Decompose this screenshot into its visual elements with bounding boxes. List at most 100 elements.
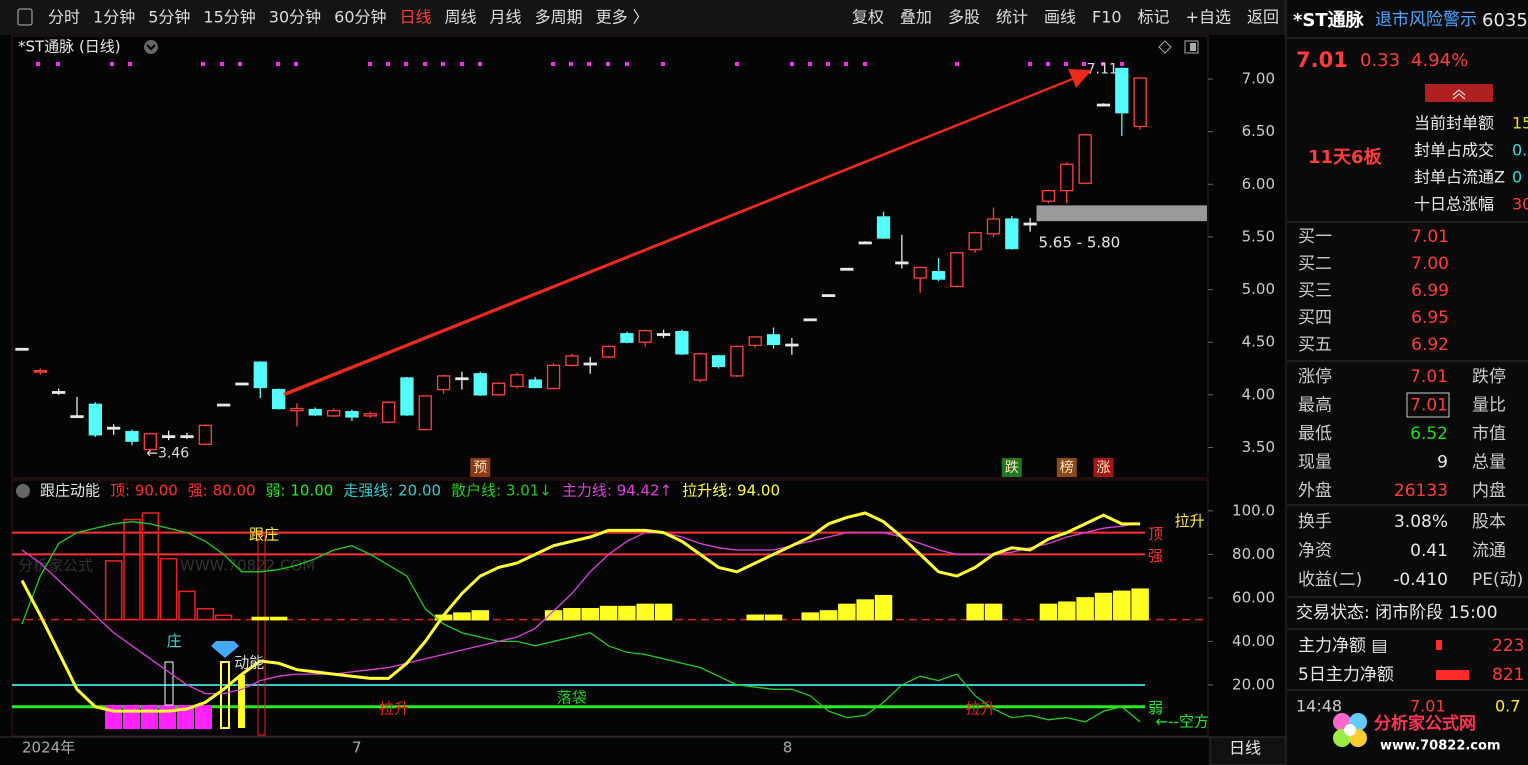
stat-value: 9: [1437, 453, 1448, 473]
candle-body: [326, 409, 341, 417]
period-tab[interactable]: 5分钟: [148, 8, 190, 27]
legend-item: 走强线: 20.00: [343, 482, 441, 500]
risk-tag: 退市风险警示: [1375, 10, 1477, 30]
signal-dot: [863, 62, 867, 66]
candle-body: [216, 403, 231, 407]
x-tick-label: 2024年: [22, 739, 75, 757]
candle-body: [1023, 222, 1037, 226]
indicator-bar: [1113, 590, 1131, 621]
stat-label: 最低: [1298, 424, 1332, 444]
period-tab[interactable]: 60分钟: [334, 8, 386, 27]
candle-body: [436, 375, 451, 391]
candle-body: [895, 261, 909, 265]
candle-body: [290, 407, 304, 412]
candle-body: [400, 377, 414, 416]
signal-dot: [1101, 62, 1105, 66]
candle-body: [766, 334, 781, 345]
indicator-bar: [1094, 592, 1113, 621]
signal-dot: [844, 62, 848, 66]
trend-arrow: [283, 69, 1092, 396]
candle-body: [711, 355, 726, 368]
x-tick-label: 8: [783, 739, 793, 757]
tool-button[interactable]: 统计: [996, 8, 1028, 27]
stat-label: 现量: [1298, 453, 1332, 473]
tool-button[interactable]: 多股: [948, 8, 980, 27]
stat-label: 总量: [1472, 453, 1506, 473]
stat-label: 换手: [1298, 512, 1332, 532]
candle-body: [271, 388, 286, 410]
period-tab[interactable]: 30分钟: [269, 8, 321, 27]
indicator-bar: [123, 518, 141, 621]
dropdown-icon[interactable]: [144, 40, 158, 54]
seal-label: 十日总涨幅: [1414, 195, 1494, 214]
toolbar: [0, 0, 1286, 35]
menu-icon[interactable]: [17, 8, 33, 26]
period-tab[interactable]: 分时: [48, 8, 80, 27]
period-tab[interactable]: 15分钟: [203, 8, 255, 27]
tool-button[interactable]: 标记: [1138, 8, 1170, 27]
tool-button[interactable]: 返回: [1247, 8, 1279, 27]
tool-button[interactable]: 复权: [852, 8, 884, 27]
candle-body: [345, 411, 359, 418]
candle-body: [15, 347, 29, 351]
signal-dot: [587, 62, 591, 66]
stat-label: 涨停: [1298, 367, 1332, 387]
candle-body: [491, 382, 506, 396]
candle-body: [675, 331, 689, 355]
candle-body: [1078, 134, 1092, 184]
signal-badge: [1001, 458, 1022, 477]
draw-icon[interactable]: [1158, 40, 1172, 54]
seal-value: 30: [1512, 195, 1528, 214]
signal-block: [141, 705, 158, 729]
signal-badge: [1093, 458, 1114, 477]
annotation: 落袋: [557, 689, 587, 707]
signal-dot: [1120, 62, 1124, 66]
collapse-tab[interactable]: [1425, 84, 1493, 102]
flow-label: 主力净额 ▤: [1298, 636, 1387, 656]
price-panel: [11, 35, 1209, 479]
y-tick-label: 80.00: [1232, 545, 1275, 563]
logo-name: 分析家公式网: [1374, 713, 1476, 734]
candle-body: [693, 353, 707, 381]
seal-value: 0: [1512, 168, 1522, 187]
period-tab[interactable]: 周线: [445, 8, 477, 27]
candle-body: [198, 424, 212, 445]
tool-button[interactable]: 画线: [1044, 8, 1076, 27]
period-tab[interactable]: 1分钟: [93, 8, 135, 27]
indicator-bar: [1058, 601, 1076, 621]
period-tab[interactable]: 更多 〉: [596, 8, 649, 27]
candle-body: [565, 355, 579, 367]
highlight-box: [1406, 392, 1450, 418]
stat-label: 量比: [1472, 396, 1506, 416]
flow-label: 5日主力净额: [1298, 665, 1394, 685]
stat-label: 最高: [1298, 396, 1332, 416]
candle-body: [931, 271, 946, 280]
signal-label: 预: [473, 460, 487, 476]
period-tab[interactable]: 多周期: [535, 8, 583, 27]
flow-value: 821: [1492, 665, 1524, 685]
signal-dot: [294, 62, 298, 66]
window-icon[interactable]: [1184, 40, 1199, 54]
indicator-icon[interactable]: [16, 484, 30, 498]
period-tab[interactable]: 月线: [490, 8, 522, 27]
period-tab[interactable]: 日线: [400, 8, 432, 27]
indicator-line: [20, 511, 1141, 713]
indicator-bar: [159, 557, 178, 621]
candle-body: [70, 415, 84, 419]
tool-button[interactable]: +自选: [1186, 8, 1231, 27]
candle-body: [546, 364, 561, 390]
tool-button[interactable]: 叠加: [900, 8, 932, 27]
signal-label: 跌: [1005, 460, 1019, 476]
y-tick-label: 60.00: [1232, 588, 1275, 606]
y-tick-label: 4.00: [1242, 385, 1275, 403]
indicator-bar: [874, 594, 893, 621]
tool-button[interactable]: F10: [1092, 8, 1122, 27]
price: 7.01: [1296, 48, 1348, 72]
stat-label: 外盘: [1298, 481, 1332, 501]
candle-body: [1060, 163, 1074, 192]
flow-value: 223: [1492, 636, 1524, 656]
indicator-bar: [581, 608, 599, 621]
signal-dot: [56, 62, 60, 66]
indicator-title: 跟庄动能: [40, 482, 100, 500]
period-box: [1209, 736, 1287, 765]
